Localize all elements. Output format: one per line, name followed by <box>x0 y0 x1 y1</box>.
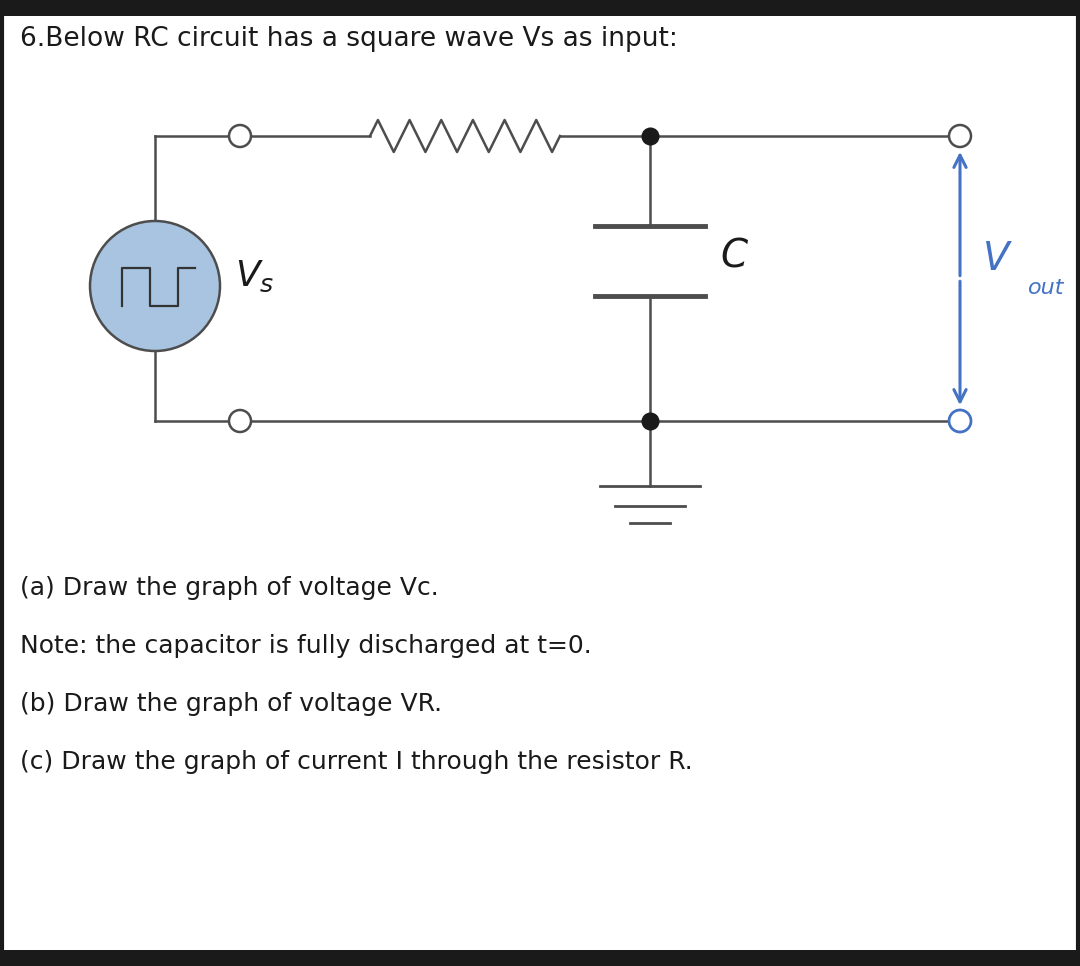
Text: (b) Draw the graph of voltage VR.: (b) Draw the graph of voltage VR. <box>21 692 442 716</box>
Text: Note: the capacitor is fully discharged at t=0.: Note: the capacitor is fully discharged … <box>21 634 592 658</box>
Circle shape <box>90 221 220 351</box>
Text: (c) Draw the graph of current I through the resistor R.: (c) Draw the graph of current I through … <box>21 750 692 774</box>
Circle shape <box>949 410 971 432</box>
Bar <box>0 950 1080 966</box>
Text: 6.Below RC circuit has a square wave Vs as input:: 6.Below RC circuit has a square wave Vs … <box>21 26 678 52</box>
Circle shape <box>229 125 251 147</box>
Text: out: out <box>1028 278 1065 298</box>
Circle shape <box>229 410 251 432</box>
Text: (a) Draw the graph of voltage Vc.: (a) Draw the graph of voltage Vc. <box>21 576 438 600</box>
Circle shape <box>949 125 971 147</box>
Bar <box>0 0 1080 16</box>
Text: $V$: $V$ <box>982 240 1013 277</box>
Text: $V_s$: $V_s$ <box>235 258 274 294</box>
Text: C: C <box>720 237 747 275</box>
